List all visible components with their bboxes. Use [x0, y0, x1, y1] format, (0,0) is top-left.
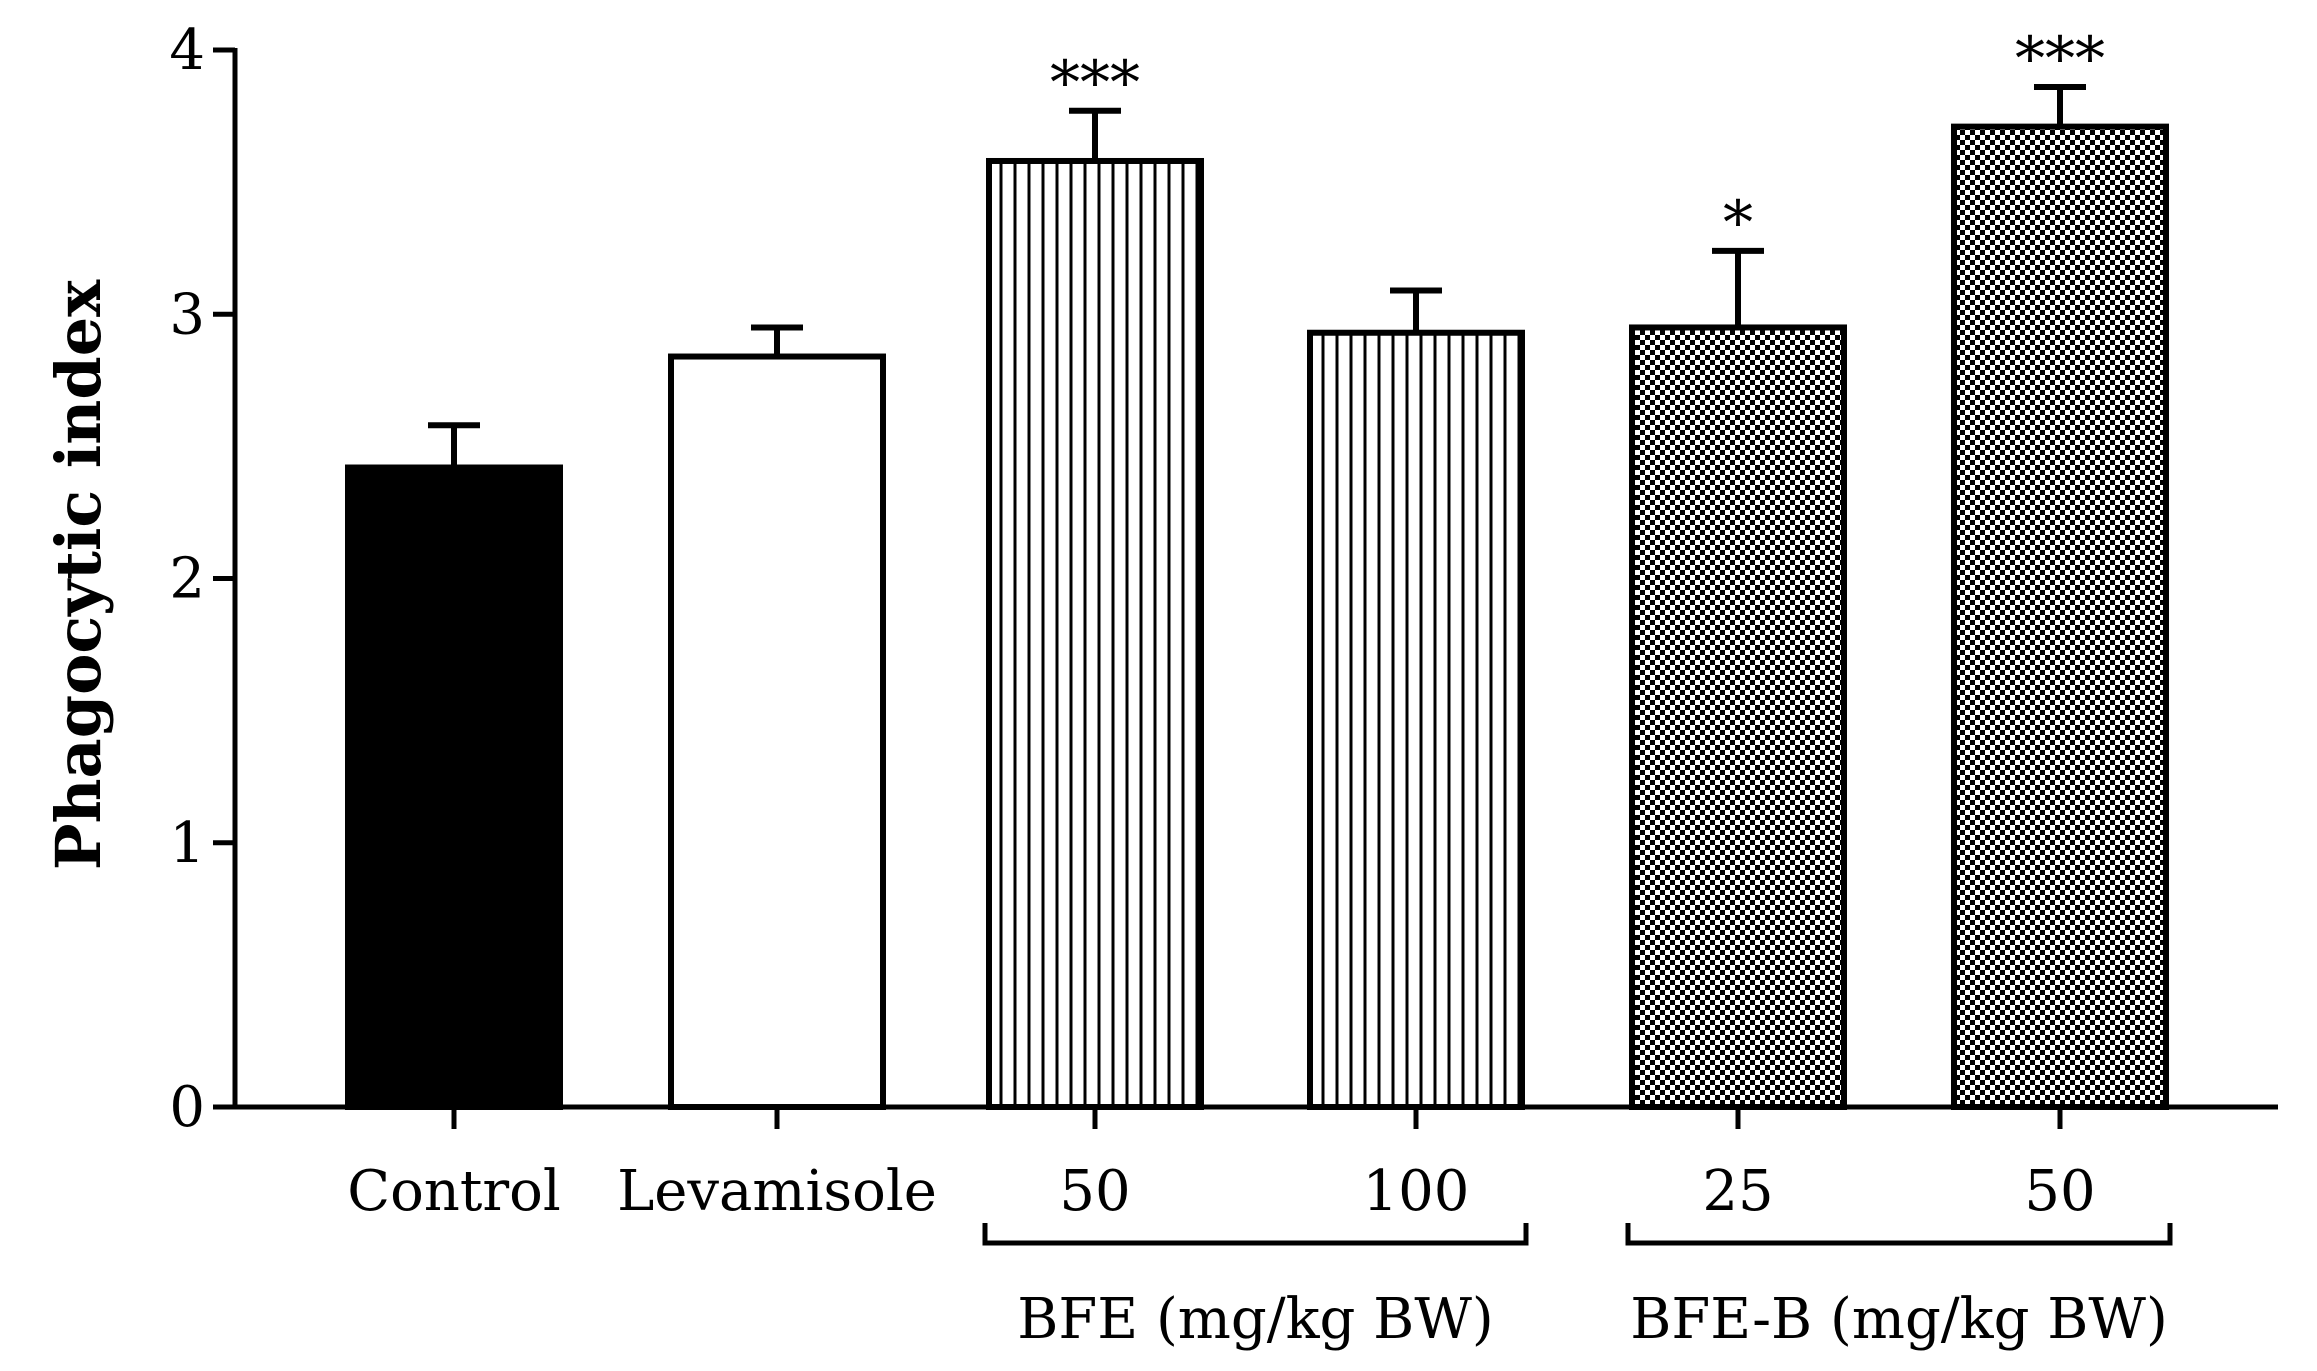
y-tick-label: 1 [169, 811, 205, 876]
significance-label: *** [1050, 48, 1140, 118]
x-ticks: Control Levamisole 50 100 25 50 [347, 1107, 2096, 1224]
x-tick-label: 100 [1363, 1159, 1470, 1224]
x-tick-label: 50 [1059, 1159, 1130, 1224]
bar [1307, 329, 1525, 1110]
y-tick-label: 4 [169, 18, 205, 83]
bar [345, 464, 563, 1110]
bar [1629, 324, 1847, 1110]
bars: ******* [345, 24, 2169, 1111]
bar [668, 353, 886, 1110]
x-tick-label: 25 [1702, 1159, 1773, 1224]
significance-label: * [1723, 188, 1753, 258]
y-axis-label: Phagocytic index [42, 279, 115, 870]
group-bracket [1625, 1223, 2173, 1246]
y-tick-label: 3 [169, 282, 205, 347]
group-label: BFE (mg/kg BW) [1017, 1287, 1494, 1352]
group-label: BFE-B (mg/kg BW) [1630, 1287, 2168, 1352]
bar [1951, 123, 2169, 1110]
x-tick-label: Levamisole [617, 1159, 937, 1224]
bar [986, 157, 1204, 1111]
y-tick-label: 0 [169, 1075, 205, 1140]
y-tick-label: 2 [169, 547, 205, 612]
group-brackets: BFE (mg/kg BW) BFE-B (mg/kg BW) [982, 1223, 2173, 1352]
y-ticks: 0 1 2 3 4 [169, 18, 235, 1140]
significance-label: *** [2015, 24, 2105, 94]
x-tick-label: Control [347, 1159, 561, 1224]
x-tick-label: 50 [2024, 1159, 2095, 1224]
group-bracket [982, 1223, 1529, 1246]
